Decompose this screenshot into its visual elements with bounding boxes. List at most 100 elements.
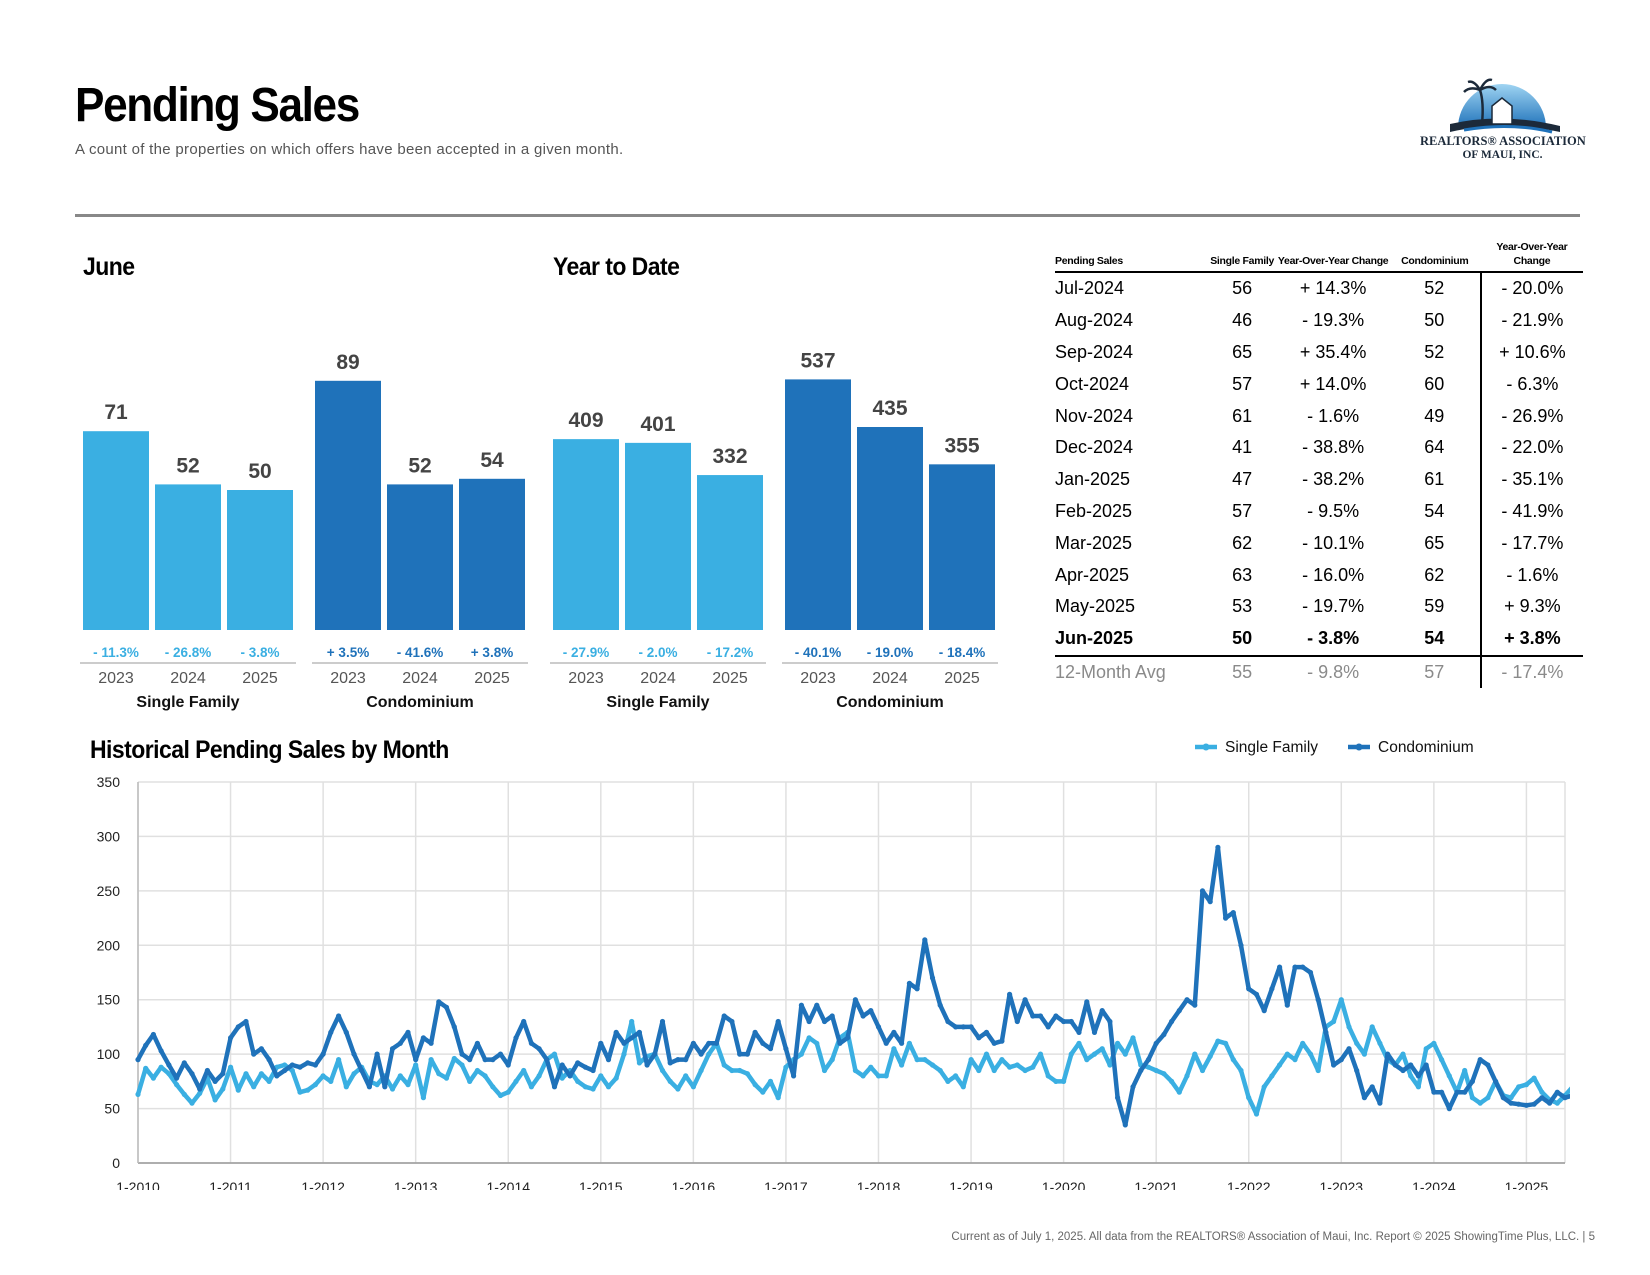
data-point-single-family bbox=[513, 1078, 519, 1084]
table-cell: 52 bbox=[1388, 272, 1482, 305]
data-point-single-family bbox=[428, 1057, 434, 1063]
june-chart-title: June bbox=[83, 253, 135, 281]
bar-june-condominium-2024 bbox=[387, 484, 453, 630]
year-label-ytd-single-family-2025: 2025 bbox=[712, 670, 748, 687]
data-point-condominium bbox=[1138, 1067, 1144, 1074]
table-cell: Aug-2024 bbox=[1055, 310, 1134, 331]
data-point-condominium bbox=[181, 1060, 187, 1066]
data-point-condominium bbox=[482, 1057, 488, 1063]
value-label-june-single-family-2025: 50 bbox=[248, 460, 271, 483]
data-point-condominium bbox=[1030, 1013, 1036, 1019]
data-point-condominium bbox=[1539, 1095, 1545, 1101]
table-cell: 55 bbox=[1232, 661, 1253, 682]
year-label-june-condominium-2025: 2025 bbox=[474, 670, 510, 687]
data-point-single-family bbox=[991, 1067, 997, 1074]
data-point-condominium bbox=[590, 1067, 596, 1074]
data-point-condominium bbox=[1562, 1095, 1568, 1101]
data-point-condominium bbox=[497, 1051, 504, 1057]
footer-note: Current as of July 1, 2025. All data fro… bbox=[951, 1231, 1595, 1243]
table-row: Aug-2024 46 - 19.3% 50 - 21.9% bbox=[1055, 304, 1583, 337]
data-point-condominium bbox=[289, 1062, 295, 1068]
data-point-condominium bbox=[860, 1013, 866, 1019]
data-point-condominium bbox=[621, 1040, 627, 1046]
data-point-single-family bbox=[143, 1065, 149, 1071]
year-label-june-single-family-2023: 2023 bbox=[98, 670, 134, 687]
data-point-condominium bbox=[374, 1051, 380, 1057]
data-point-condominium bbox=[1076, 1029, 1082, 1035]
table-cell: 54 bbox=[1388, 495, 1482, 528]
data-point-condominium bbox=[1516, 1101, 1522, 1107]
table-row: Dec-2024 41 - 38.8% 64 - 22.0% bbox=[1055, 431, 1583, 464]
table-cell: 60 bbox=[1388, 368, 1482, 401]
table-row: May-2025 53 - 19.7% 59 + 9.3% bbox=[1055, 590, 1583, 623]
table-cell: 63 bbox=[1232, 564, 1253, 585]
change-label-june-single-family-2024: - 26.8% bbox=[165, 645, 212, 660]
data-point-single-family bbox=[158, 1064, 164, 1070]
data-point-single-family bbox=[1516, 1084, 1522, 1090]
data-point-condominium bbox=[883, 1040, 889, 1046]
change-label-june-condominium-2025: + 3.8% bbox=[471, 645, 513, 660]
data-point-condominium bbox=[559, 1062, 565, 1068]
data-point-single-family bbox=[744, 1071, 751, 1077]
data-point-condominium bbox=[1037, 1013, 1044, 1019]
data-point-single-family bbox=[629, 1018, 635, 1025]
data-point-condominium bbox=[544, 1057, 550, 1063]
x-tick-label: 1-2021 bbox=[1134, 1179, 1178, 1190]
data-point-condominium bbox=[228, 1035, 234, 1041]
table-cell: 65 bbox=[1232, 341, 1253, 362]
data-point-condominium bbox=[174, 1075, 180, 1081]
bar-june-single-family-2025 bbox=[227, 490, 293, 630]
data-point-single-family bbox=[1099, 1046, 1105, 1052]
year-label-june-condominium-2023: 2023 bbox=[330, 670, 366, 687]
data-point-single-family bbox=[282, 1062, 288, 1068]
data-point-condominium bbox=[783, 1046, 789, 1052]
table-cell: - 1.6% bbox=[1506, 564, 1559, 585]
legend-marker bbox=[1202, 743, 1210, 751]
data-point-single-family bbox=[1053, 1078, 1059, 1084]
data-point-condominium bbox=[251, 1051, 257, 1057]
data-point-single-family bbox=[1331, 1018, 1337, 1025]
data-point-single-family bbox=[305, 1087, 311, 1093]
data-point-single-family bbox=[490, 1084, 496, 1090]
data-point-single-family bbox=[675, 1086, 681, 1092]
data-point-condominium bbox=[521, 1018, 527, 1025]
data-point-condominium bbox=[204, 1067, 210, 1074]
data-point-condominium bbox=[953, 1024, 959, 1030]
data-point-condominium bbox=[1153, 1040, 1159, 1046]
value-label-june-single-family-2024: 52 bbox=[176, 454, 199, 477]
data-point-single-family bbox=[1354, 1040, 1360, 1046]
data-point-condominium bbox=[1400, 1067, 1406, 1074]
data-point-single-family bbox=[706, 1051, 712, 1057]
data-point-single-family bbox=[1292, 1057, 1298, 1063]
data-point-condominium bbox=[945, 1018, 951, 1025]
data-point-condominium bbox=[1554, 1089, 1560, 1095]
y-tick-label: 300 bbox=[97, 828, 121, 844]
data-point-single-family bbox=[667, 1078, 673, 1084]
table-cell: 49 bbox=[1388, 400, 1482, 432]
data-point-single-family bbox=[1361, 1051, 1367, 1057]
data-point-condominium bbox=[1354, 1067, 1360, 1074]
table-cell: - 26.9% bbox=[1501, 405, 1564, 426]
data-point-single-family bbox=[1207, 1053, 1213, 1059]
data-point-condominium bbox=[837, 1040, 843, 1046]
data-point-single-family bbox=[922, 1057, 928, 1063]
data-point-single-family bbox=[405, 1082, 411, 1088]
year-label-ytd-condominium-2023: 2023 bbox=[800, 670, 836, 687]
data-point-single-family bbox=[174, 1082, 180, 1088]
bar-june-single-family-2024 bbox=[155, 484, 221, 630]
bar-ytd-condominium-2025 bbox=[929, 464, 995, 630]
x-tick-label: 1-2011 bbox=[209, 1179, 252, 1190]
data-point-single-family bbox=[251, 1084, 257, 1090]
data-point-single-family bbox=[1030, 1064, 1036, 1070]
data-point-condominium bbox=[937, 1002, 943, 1008]
data-point-single-family bbox=[559, 1075, 565, 1081]
data-point-condominium bbox=[135, 1057, 141, 1063]
table-cell: - 41.9% bbox=[1501, 500, 1564, 521]
table-cell: 41 bbox=[1232, 437, 1253, 458]
data-point-condominium bbox=[683, 1057, 689, 1063]
data-point-single-family bbox=[1523, 1082, 1529, 1088]
data-point-single-family bbox=[343, 1084, 349, 1090]
bar-june-condominium-2025 bbox=[459, 478, 525, 630]
col-header-condominium: Condominium bbox=[1388, 240, 1481, 273]
data-point-condominium bbox=[1500, 1095, 1506, 1101]
